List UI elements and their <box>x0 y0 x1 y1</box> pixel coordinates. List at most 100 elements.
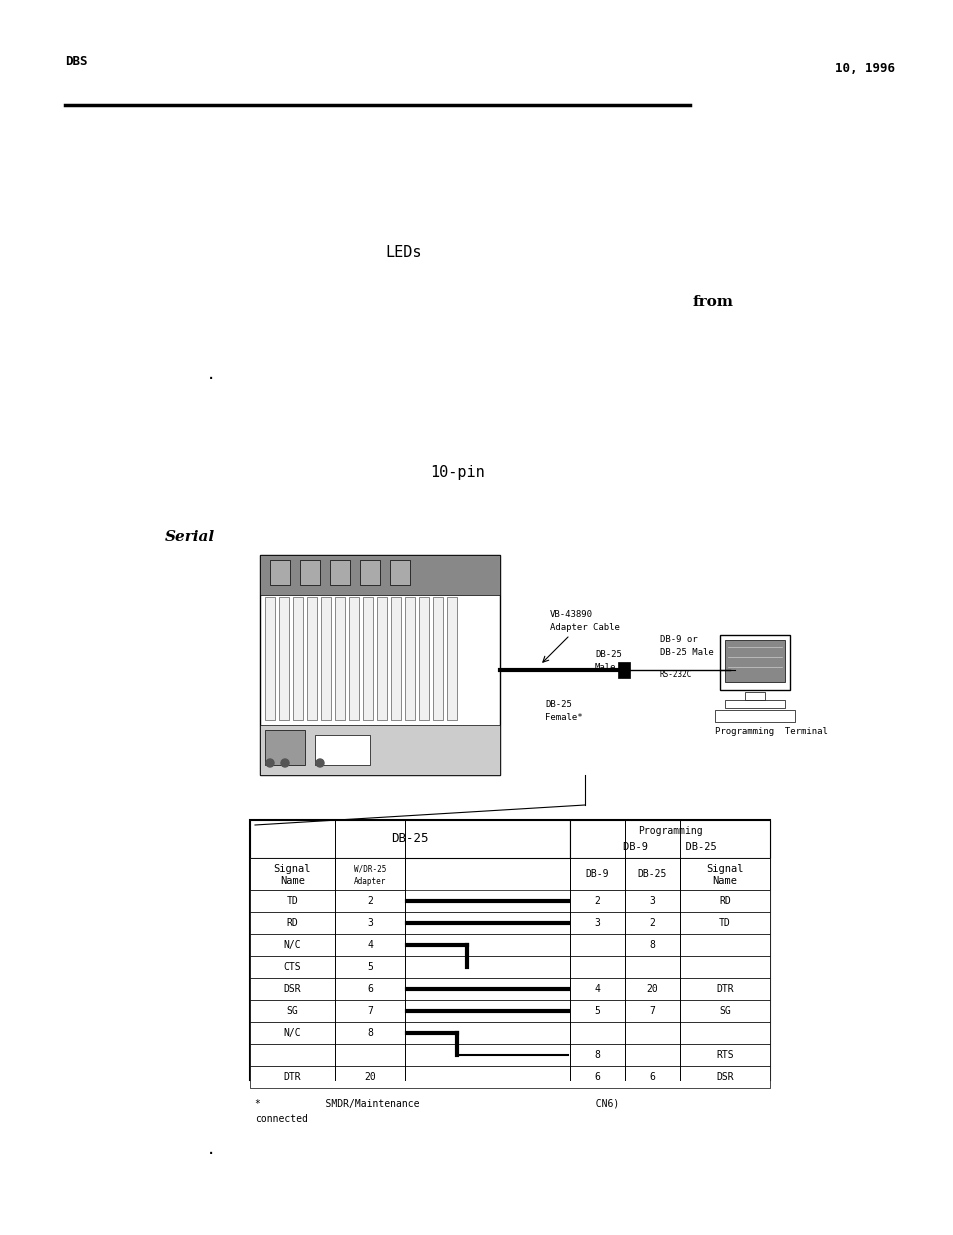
Text: 20: 20 <box>364 1072 375 1082</box>
Text: DTR: DTR <box>716 984 733 994</box>
Text: Male: Male <box>595 663 616 672</box>
Text: ·: · <box>208 1145 214 1165</box>
Bar <box>447 597 456 720</box>
Bar <box>250 956 769 978</box>
Text: Programming: Programming <box>637 826 701 836</box>
Text: RTS: RTS <box>716 1050 733 1060</box>
Text: N/C: N/C <box>283 940 301 950</box>
Text: 7: 7 <box>367 1007 373 1016</box>
Text: 6: 6 <box>649 1072 655 1082</box>
Bar <box>714 710 794 722</box>
Text: 7: 7 <box>649 1007 655 1016</box>
Text: Signal: Signal <box>705 864 743 874</box>
Text: Programming  Terminal: Programming Terminal <box>714 727 827 736</box>
Text: connected: connected <box>254 1114 308 1124</box>
Bar <box>278 597 289 720</box>
Text: *           SMDR/Maintenance                              CN6): * SMDR/Maintenance CN6) <box>254 1098 618 1108</box>
Text: DBS: DBS <box>65 56 88 68</box>
Text: TD: TD <box>719 918 730 927</box>
Bar <box>293 597 303 720</box>
Text: RS-232C: RS-232C <box>659 671 692 679</box>
Bar <box>720 635 789 690</box>
Text: 4: 4 <box>594 984 599 994</box>
Text: Adapter: Adapter <box>354 877 386 885</box>
Text: TD: TD <box>286 897 298 906</box>
Bar <box>250 1000 769 1023</box>
Text: SG: SG <box>719 1007 730 1016</box>
Text: VB-43890: VB-43890 <box>550 610 593 619</box>
Text: DB-9 or: DB-9 or <box>659 635 697 643</box>
Text: 5: 5 <box>594 1007 599 1016</box>
Text: 4: 4 <box>367 940 373 950</box>
Bar <box>270 559 290 585</box>
Bar <box>307 597 316 720</box>
Text: DSR: DSR <box>716 1072 733 1082</box>
Bar <box>335 858 405 890</box>
Text: 20: 20 <box>646 984 658 994</box>
Text: DB-9: DB-9 <box>585 869 609 879</box>
Circle shape <box>315 760 324 767</box>
Text: CTS: CTS <box>283 962 301 972</box>
Text: W/DR-25: W/DR-25 <box>354 864 386 873</box>
Bar <box>260 555 499 776</box>
Circle shape <box>281 760 289 767</box>
Bar <box>250 890 769 911</box>
Text: LEDs: LEDs <box>385 245 421 261</box>
Text: DB-25 Male: DB-25 Male <box>659 648 713 657</box>
Text: 8: 8 <box>367 1028 373 1037</box>
Bar <box>250 1066 769 1088</box>
Bar <box>250 820 569 858</box>
Text: 2: 2 <box>594 897 599 906</box>
Text: from: from <box>692 295 733 309</box>
Text: 3: 3 <box>367 918 373 927</box>
Bar <box>363 597 373 720</box>
Bar <box>250 934 769 956</box>
Circle shape <box>266 760 274 767</box>
Text: 10-pin: 10-pin <box>430 466 484 480</box>
Text: 2: 2 <box>367 897 373 906</box>
Bar <box>250 1044 769 1066</box>
Bar <box>679 858 769 890</box>
Bar <box>569 820 769 858</box>
Bar <box>250 858 335 890</box>
Text: ·: · <box>208 370 214 389</box>
Bar <box>260 555 499 595</box>
Text: N/C: N/C <box>283 1028 301 1037</box>
Text: DB-25: DB-25 <box>638 869 666 879</box>
Text: 5: 5 <box>367 962 373 972</box>
Bar <box>376 597 387 720</box>
Text: 8: 8 <box>594 1050 599 1060</box>
Text: Name: Name <box>280 876 305 885</box>
Bar <box>618 662 629 678</box>
Text: RD: RD <box>719 897 730 906</box>
Bar <box>250 1023 769 1044</box>
Bar <box>724 700 784 708</box>
Text: 3: 3 <box>594 918 599 927</box>
Bar <box>359 559 379 585</box>
Bar <box>335 597 345 720</box>
Bar <box>250 820 769 1079</box>
Bar <box>433 597 442 720</box>
Text: 3: 3 <box>649 897 655 906</box>
Bar <box>330 559 350 585</box>
Text: DB-25: DB-25 <box>544 700 571 709</box>
Text: 2: 2 <box>649 918 655 927</box>
Bar <box>265 597 274 720</box>
Bar <box>349 597 358 720</box>
Bar <box>320 597 331 720</box>
Text: Female*: Female* <box>544 713 582 722</box>
Text: RD: RD <box>286 918 298 927</box>
Text: DB-25: DB-25 <box>595 650 621 659</box>
Bar <box>390 559 410 585</box>
Bar <box>265 730 305 764</box>
Text: Name: Name <box>712 876 737 885</box>
Bar <box>299 559 319 585</box>
Text: DSR: DSR <box>283 984 301 994</box>
Text: DB-9      DB-25: DB-9 DB-25 <box>622 842 716 852</box>
Text: Adapter Cable: Adapter Cable <box>550 622 619 632</box>
Bar <box>250 911 769 934</box>
Bar <box>250 978 769 1000</box>
Bar <box>260 725 499 776</box>
Text: 6: 6 <box>594 1072 599 1082</box>
Bar <box>724 640 784 682</box>
